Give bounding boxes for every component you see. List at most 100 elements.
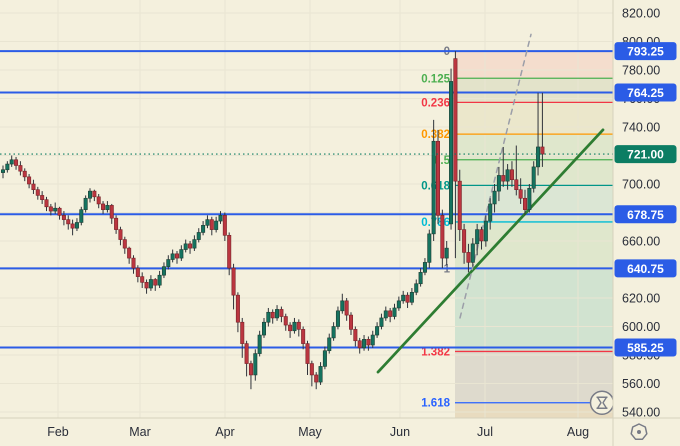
candle[interactable] <box>483 215 488 247</box>
candle[interactable] <box>392 303 397 320</box>
candle[interactable] <box>440 209 445 269</box>
candle[interactable] <box>435 129 440 224</box>
candle[interactable] <box>401 290 406 304</box>
candle[interactable] <box>74 218 79 232</box>
candle[interactable] <box>188 241 193 254</box>
trend-lines[interactable] <box>376 33 605 374</box>
candle[interactable] <box>327 333 332 354</box>
candle[interactable] <box>275 305 280 321</box>
candle[interactable] <box>431 119 436 241</box>
candle[interactable] <box>144 279 149 294</box>
candle[interactable] <box>522 189 527 216</box>
candle[interactable] <box>183 239 188 253</box>
price-scale[interactable]: 820.00800.00780.00760.00740.00720.00700.… <box>612 0 680 446</box>
candle[interactable] <box>409 288 414 306</box>
hourglass-badge-icon[interactable] <box>589 390 615 415</box>
candle[interactable] <box>53 202 58 214</box>
candle[interactable] <box>357 337 362 354</box>
candle[interactable] <box>288 322 293 338</box>
candle[interactable] <box>83 195 88 213</box>
candle[interactable] <box>231 263 236 310</box>
candle[interactable] <box>57 206 62 220</box>
candle[interactable] <box>457 169 462 241</box>
candle[interactable] <box>170 249 175 263</box>
candle[interactable] <box>105 201 110 213</box>
candle[interactable] <box>22 168 27 182</box>
candle[interactable] <box>222 212 227 242</box>
candle[interactable] <box>505 164 510 190</box>
candle[interactable] <box>488 198 493 230</box>
candle[interactable] <box>31 179 36 194</box>
candle[interactable] <box>383 306 388 321</box>
anchor-trendline[interactable] <box>459 33 532 319</box>
candle[interactable] <box>153 278 158 291</box>
candle[interactable] <box>114 215 119 234</box>
candle[interactable] <box>318 362 323 385</box>
candle[interactable] <box>101 201 106 214</box>
candle[interactable] <box>331 322 336 341</box>
time-scale[interactable]: Feb Mar Apr May Jun Jul Aug <box>0 417 680 439</box>
candle[interactable] <box>449 68 454 230</box>
candle[interactable] <box>396 296 401 311</box>
candle[interactable] <box>227 232 232 276</box>
candle[interactable] <box>161 262 166 279</box>
candle[interactable] <box>135 265 140 283</box>
candle[interactable] <box>140 272 145 289</box>
candle[interactable] <box>305 340 310 375</box>
price-scale-settings-icon[interactable] <box>630 423 648 440</box>
candle[interactable] <box>492 184 497 213</box>
candle[interactable] <box>322 346 327 370</box>
candle[interactable] <box>470 238 475 267</box>
candle[interactable] <box>192 235 197 251</box>
candle[interactable] <box>375 322 380 338</box>
candle[interactable] <box>253 349 258 381</box>
price-label-chip[interactable]: 640.75 <box>614 259 677 278</box>
candle[interactable] <box>201 221 206 236</box>
price-label-chip[interactable]: 678.75 <box>614 205 677 224</box>
candle[interactable] <box>66 215 71 230</box>
candle[interactable] <box>18 161 23 176</box>
support-trendline[interactable] <box>376 128 605 374</box>
price-label-chip[interactable]: 764.25 <box>614 83 677 102</box>
candle[interactable] <box>531 161 536 193</box>
candle[interactable] <box>496 166 501 202</box>
candle[interactable] <box>96 193 101 209</box>
candle[interactable] <box>257 330 262 357</box>
candle[interactable] <box>335 306 340 330</box>
candle[interactable] <box>148 275 153 291</box>
candle[interactable] <box>370 330 375 348</box>
candle[interactable] <box>196 228 201 243</box>
candle[interactable] <box>462 223 467 264</box>
candle[interactable] <box>9 155 14 167</box>
candle[interactable] <box>70 219 75 236</box>
candle[interactable] <box>353 326 358 347</box>
candle[interactable] <box>261 317 266 338</box>
candle[interactable] <box>427 229 432 269</box>
candle[interactable] <box>61 211 66 226</box>
candle[interactable] <box>388 307 393 323</box>
candle[interactable] <box>40 191 45 204</box>
candle[interactable] <box>122 236 127 254</box>
candle[interactable] <box>109 203 114 224</box>
candle[interactable] <box>240 317 245 358</box>
candle[interactable] <box>340 293 345 314</box>
candle[interactable] <box>301 326 306 350</box>
candle[interactable] <box>314 372 319 390</box>
candle[interactable] <box>88 188 93 203</box>
candle[interactable] <box>518 178 523 204</box>
candle[interactable] <box>536 92 541 176</box>
candle[interactable] <box>175 250 180 264</box>
candle[interactable] <box>48 203 53 216</box>
candle[interactable] <box>479 226 484 250</box>
candle[interactable] <box>14 156 19 170</box>
candle[interactable] <box>127 246 132 264</box>
candle[interactable] <box>131 255 136 274</box>
candle[interactable] <box>35 186 40 200</box>
candle[interactable] <box>422 258 427 276</box>
candle[interactable] <box>44 196 49 212</box>
candle[interactable] <box>235 292 240 333</box>
candle[interactable] <box>270 309 275 324</box>
candle[interactable] <box>309 360 314 387</box>
candle[interactable] <box>501 146 506 187</box>
